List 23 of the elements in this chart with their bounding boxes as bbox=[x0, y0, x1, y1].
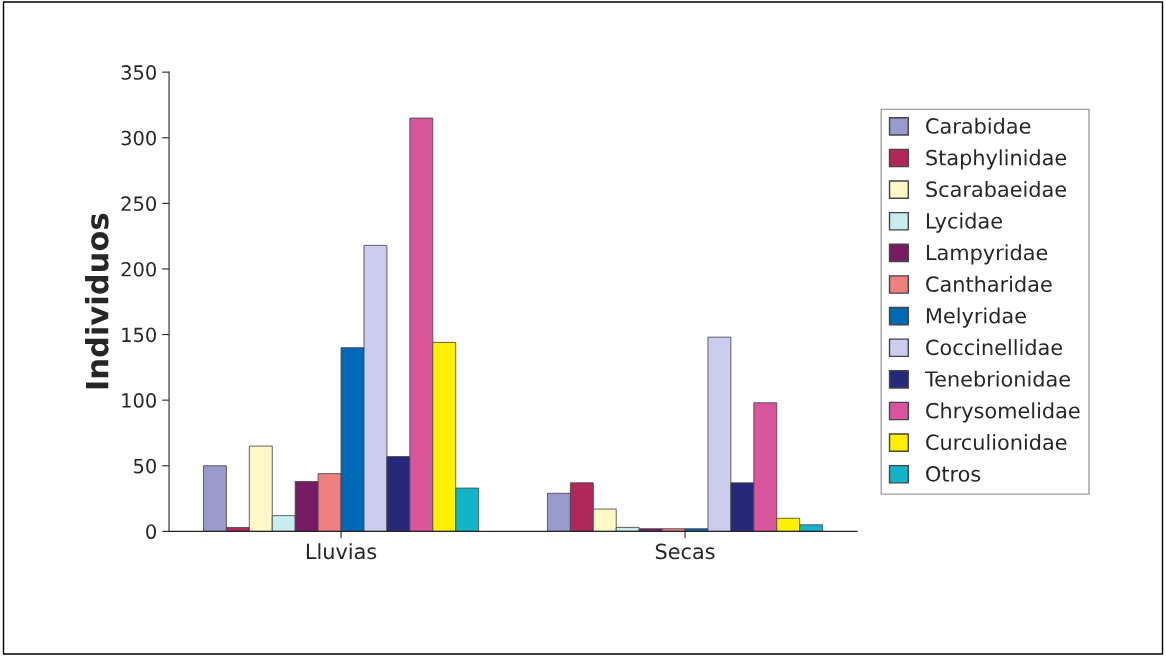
legend-label: Cantharidae bbox=[926, 275, 1052, 292]
y-tick-label: 0 bbox=[146, 524, 156, 540]
y-tick-label: 250 bbox=[121, 196, 156, 212]
y-tick-label: 100 bbox=[122, 393, 156, 408]
legend-label: Otros bbox=[926, 465, 981, 482]
y-tick-label: 150 bbox=[122, 327, 156, 343]
legend-label: Scarabaeidae bbox=[926, 181, 1067, 198]
y-tick-label: 200 bbox=[121, 261, 156, 277]
y-tick-label: 50 bbox=[134, 458, 156, 474]
legend-label: Lampyridae bbox=[926, 244, 1048, 265]
y-tick-label: 350 bbox=[121, 65, 156, 80]
legend-label: Curculionidae bbox=[926, 433, 1067, 451]
legend-label: Coccinellidae bbox=[926, 339, 1063, 356]
legend-label: Lycidae bbox=[926, 212, 1002, 233]
y-tick-label: 300 bbox=[121, 130, 156, 146]
x-tick-label: Secas bbox=[655, 543, 715, 560]
y-axis-title: Individuos bbox=[85, 213, 109, 389]
legend-label: Tenebrionidae bbox=[924, 370, 1070, 387]
legend-label: Melyridae bbox=[926, 307, 1026, 328]
legend-label: Staphylinidae bbox=[926, 149, 1067, 170]
legend-label: Carabidae bbox=[926, 117, 1031, 134]
x-tick-label: Lluvias bbox=[306, 543, 377, 560]
legend-label: Chrysomelidae bbox=[926, 402, 1080, 423]
